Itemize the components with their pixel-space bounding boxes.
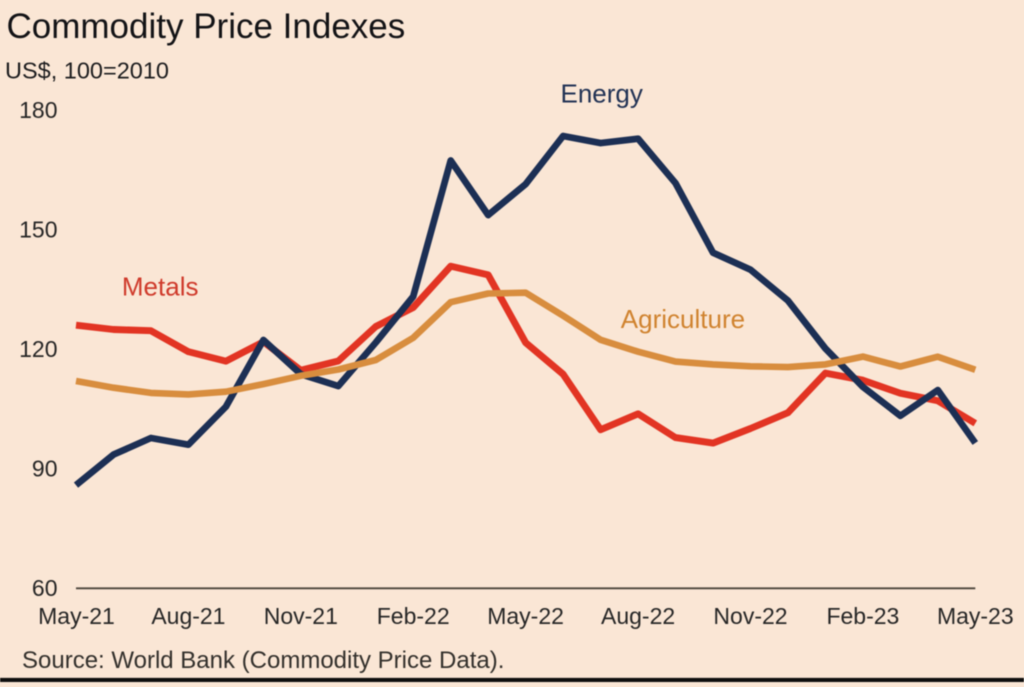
svg-text:Energy: Energy xyxy=(561,79,643,109)
svg-text:120: 120 xyxy=(19,336,57,362)
svg-text:Feb-22: Feb-22 xyxy=(377,603,450,629)
svg-text:Feb-23: Feb-23 xyxy=(826,603,899,629)
svg-text:US$, 100=2010: US$, 100=2010 xyxy=(5,58,169,84)
svg-text:180: 180 xyxy=(19,97,57,123)
svg-text:60: 60 xyxy=(32,575,58,601)
svg-text:Agriculture: Agriculture xyxy=(621,304,745,334)
svg-text:May-21: May-21 xyxy=(38,603,115,629)
svg-text:Nov-21: Nov-21 xyxy=(264,603,338,629)
svg-text:Commodity Price Indexes: Commodity Price Indexes xyxy=(7,7,406,46)
svg-text:Metals: Metals xyxy=(122,272,199,302)
svg-text:90: 90 xyxy=(32,456,58,482)
svg-text:Aug-21: Aug-21 xyxy=(151,603,225,629)
svg-text:Nov-22: Nov-22 xyxy=(713,603,787,629)
svg-text:Source: World Bank (Commodity: Source: World Bank (Commodity Price Data… xyxy=(22,647,504,674)
svg-text:May-22: May-22 xyxy=(487,603,564,629)
svg-text:150: 150 xyxy=(19,217,57,243)
svg-text:May-23: May-23 xyxy=(937,603,1014,629)
svg-text:Aug-22: Aug-22 xyxy=(601,603,675,629)
